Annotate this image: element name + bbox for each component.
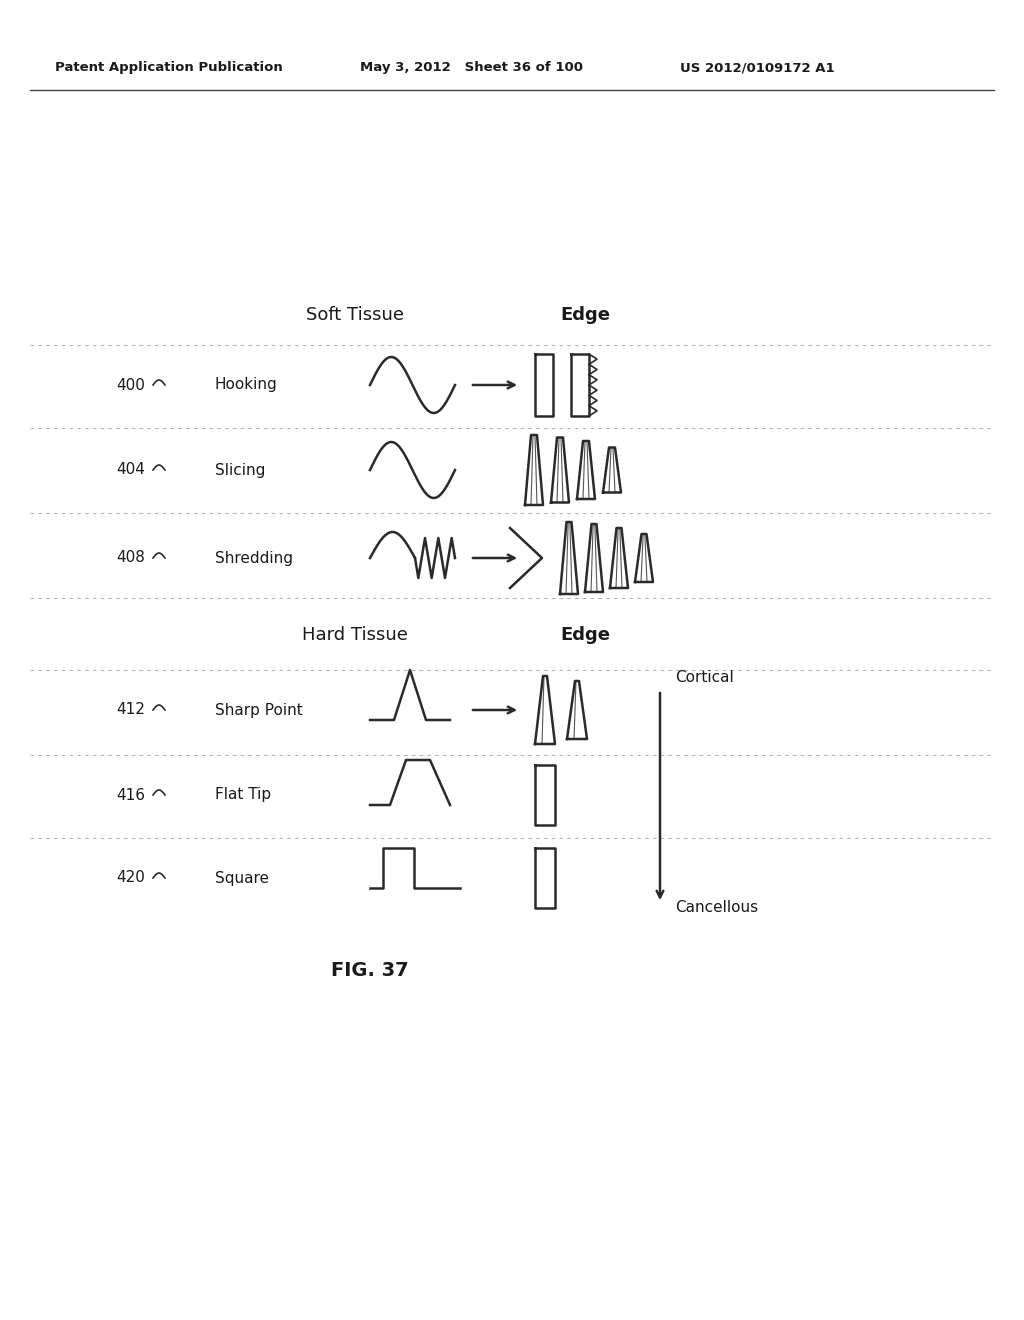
Text: Edge: Edge	[560, 306, 610, 323]
Text: Cancellous: Cancellous	[675, 900, 758, 916]
Text: Shredding: Shredding	[215, 550, 293, 565]
Text: 408: 408	[116, 550, 145, 565]
Text: Cortical: Cortical	[675, 671, 734, 685]
Text: Flat Tip: Flat Tip	[215, 788, 271, 803]
Text: 404: 404	[116, 462, 145, 478]
Text: Sharp Point: Sharp Point	[215, 702, 303, 718]
Text: FIG. 37: FIG. 37	[331, 961, 409, 979]
Text: Square: Square	[215, 870, 269, 886]
Text: 420: 420	[116, 870, 145, 886]
Text: Edge: Edge	[560, 626, 610, 644]
Text: 400: 400	[116, 378, 145, 392]
Text: Slicing: Slicing	[215, 462, 265, 478]
Text: Soft Tissue: Soft Tissue	[306, 306, 404, 323]
Text: 412: 412	[116, 702, 145, 718]
Text: Hard Tissue: Hard Tissue	[302, 626, 408, 644]
Polygon shape	[510, 528, 542, 587]
Text: May 3, 2012   Sheet 36 of 100: May 3, 2012 Sheet 36 of 100	[360, 62, 583, 74]
Text: US 2012/0109172 A1: US 2012/0109172 A1	[680, 62, 835, 74]
Text: Patent Application Publication: Patent Application Publication	[55, 62, 283, 74]
Text: 416: 416	[116, 788, 145, 803]
Text: Hooking: Hooking	[215, 378, 278, 392]
